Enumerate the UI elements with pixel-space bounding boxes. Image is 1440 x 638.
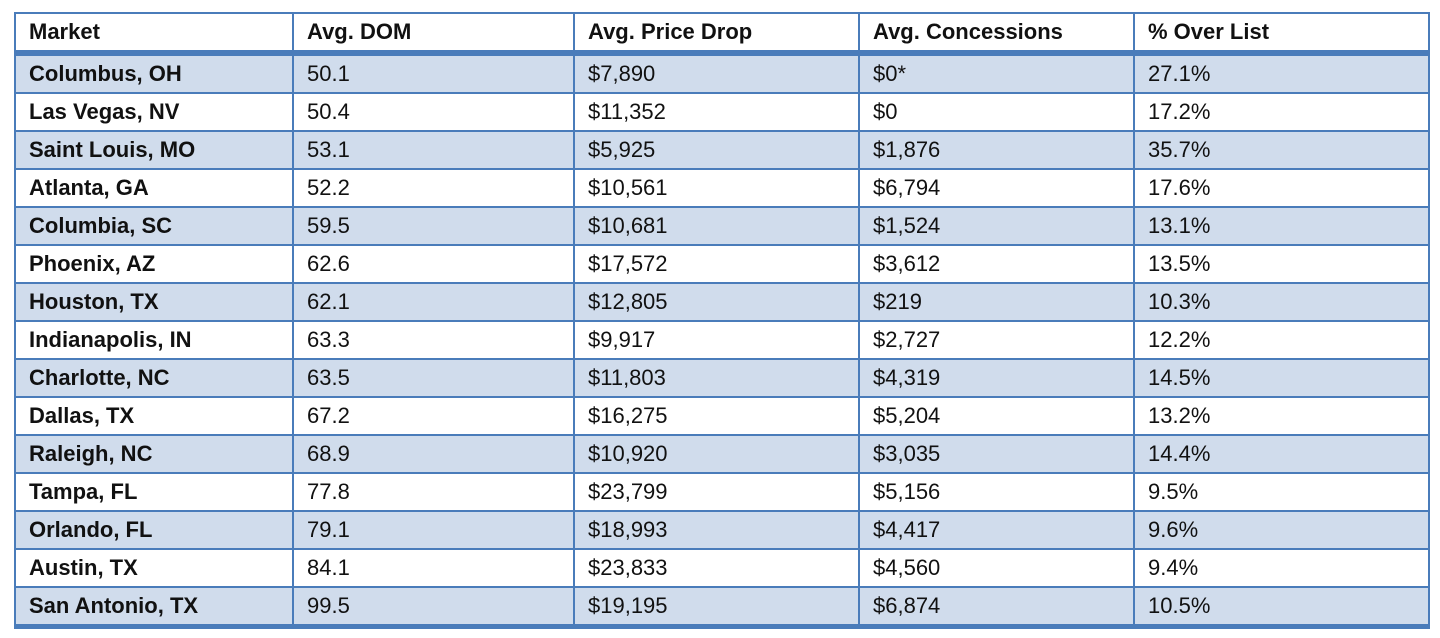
market-cell: Raleigh, NC: [14, 434, 294, 474]
value-cell: 14.5%: [1133, 358, 1430, 398]
table-row: Las Vegas, NV 50.4 $11,352 $0 17.2%: [14, 92, 1430, 132]
value-cell: $6,874: [858, 586, 1135, 629]
value-cell: 63.3: [292, 320, 575, 360]
value-cell: 77.8: [292, 472, 575, 512]
column-header-market: Market: [14, 12, 294, 56]
value-cell: $5,204: [858, 396, 1135, 436]
value-cell: $0*: [858, 52, 1135, 94]
table-header: Market Avg. DOM Avg. Price Drop Avg. Conces…: [14, 12, 1430, 56]
market-cell: Tampa, FL: [14, 472, 294, 512]
market-cell: Orlando, FL: [14, 510, 294, 550]
value-cell: 10.5%: [1133, 586, 1430, 629]
value-cell: 84.1: [292, 548, 575, 588]
market-cell: Charlotte, NC: [14, 358, 294, 398]
value-cell: $16,275: [573, 396, 860, 436]
market-cell: Dallas, TX: [14, 396, 294, 436]
value-cell: $11,352: [573, 92, 860, 132]
table-row: Raleigh, NC 68.9 $10,920 $3,035 14.4%: [14, 434, 1430, 474]
value-cell: $4,417: [858, 510, 1135, 550]
market-cell: Houston, TX: [14, 282, 294, 322]
value-cell: 52.2: [292, 168, 575, 208]
table-row: Houston, TX 62.1 $12,805 $219 10.3%: [14, 282, 1430, 322]
value-cell: 62.6: [292, 244, 575, 284]
value-cell: $3,035: [858, 434, 1135, 474]
value-cell: $18,993: [573, 510, 860, 550]
value-cell: $1,876: [858, 130, 1135, 170]
value-cell: $10,681: [573, 206, 860, 246]
value-cell: 12.2%: [1133, 320, 1430, 360]
market-cell: Saint Louis, MO: [14, 130, 294, 170]
value-cell: 50.1: [292, 52, 575, 94]
market-cell: Las Vegas, NV: [14, 92, 294, 132]
value-cell: $2,727: [858, 320, 1135, 360]
table-row: Charlotte, NC 63.5 $11,803 $4,319 14.5%: [14, 358, 1430, 398]
value-cell: 17.6%: [1133, 168, 1430, 208]
value-cell: $10,920: [573, 434, 860, 474]
value-cell: $5,925: [573, 130, 860, 170]
value-cell: 10.3%: [1133, 282, 1430, 322]
value-cell: 62.1: [292, 282, 575, 322]
value-cell: $17,572: [573, 244, 860, 284]
value-cell: 13.5%: [1133, 244, 1430, 284]
column-header-avg-dom: Avg. DOM: [292, 12, 575, 56]
value-cell: 67.2: [292, 396, 575, 436]
column-header-avg-concessions: Avg. Concessions: [858, 12, 1135, 56]
value-cell: 99.5: [292, 586, 575, 629]
value-cell: 68.9: [292, 434, 575, 474]
value-cell: $4,560: [858, 548, 1135, 588]
header-row: Market Avg. DOM Avg. Price Drop Avg. Conces…: [14, 12, 1430, 56]
value-cell: 59.5: [292, 206, 575, 246]
value-cell: $10,561: [573, 168, 860, 208]
table-row: Atlanta, GA 52.2 $10,561 $6,794 17.6%: [14, 168, 1430, 208]
value-cell: $23,799: [573, 472, 860, 512]
value-cell: 17.2%: [1133, 92, 1430, 132]
table-row: Austin, TX 84.1 $23,833 $4,560 9.4%: [14, 548, 1430, 588]
value-cell: $9,917: [573, 320, 860, 360]
value-cell: 53.1: [292, 130, 575, 170]
value-cell: 9.4%: [1133, 548, 1430, 588]
value-cell: $7,890: [573, 52, 860, 94]
table-row: Indianapolis, IN 63.3 $9,917 $2,727 12.2%: [14, 320, 1430, 360]
column-header-over-list: % Over List: [1133, 12, 1430, 56]
market-cell: Austin, TX: [14, 548, 294, 588]
value-cell: 9.5%: [1133, 472, 1430, 512]
value-cell: $0: [858, 92, 1135, 132]
value-cell: $23,833: [573, 548, 860, 588]
value-cell: 13.2%: [1133, 396, 1430, 436]
column-header-avg-price-drop: Avg. Price Drop: [573, 12, 860, 56]
table-row: Saint Louis, MO 53.1 $5,925 $1,876 35.7%: [14, 130, 1430, 170]
table-row: Columbus, OH 50.1 $7,890 $0* 27.1%: [14, 52, 1430, 94]
table-row: Columbia, SC 59.5 $10,681 $1,524 13.1%: [14, 206, 1430, 246]
value-cell: 79.1: [292, 510, 575, 550]
table-row: Phoenix, AZ 62.6 $17,572 $3,612 13.5%: [14, 244, 1430, 284]
market-cell: Columbus, OH: [14, 52, 294, 94]
table-row: Dallas, TX 67.2 $16,275 $5,204 13.2%: [14, 396, 1430, 436]
value-cell: 50.4: [292, 92, 575, 132]
value-cell: 14.4%: [1133, 434, 1430, 474]
value-cell: 13.1%: [1133, 206, 1430, 246]
value-cell: 27.1%: [1133, 52, 1430, 94]
value-cell: 63.5: [292, 358, 575, 398]
market-table: Market Avg. DOM Avg. Price Drop Avg. Conces…: [14, 12, 1430, 629]
table-row: Tampa, FL 77.8 $23,799 $5,156 9.5%: [14, 472, 1430, 512]
value-cell: 9.6%: [1133, 510, 1430, 550]
value-cell: $12,805: [573, 282, 860, 322]
value-cell: $4,319: [858, 358, 1135, 398]
value-cell: $6,794: [858, 168, 1135, 208]
value-cell: $3,612: [858, 244, 1135, 284]
market-cell: San Antonio, TX: [14, 586, 294, 629]
value-cell: $11,803: [573, 358, 860, 398]
table-row: Orlando, FL 79.1 $18,993 $4,417 9.6%: [14, 510, 1430, 550]
table-row: San Antonio, TX 99.5 $19,195 $6,874 10.5%: [14, 586, 1430, 629]
value-cell: $5,156: [858, 472, 1135, 512]
value-cell: $1,524: [858, 206, 1135, 246]
value-cell: $219: [858, 282, 1135, 322]
market-cell: Indianapolis, IN: [14, 320, 294, 360]
value-cell: $19,195: [573, 586, 860, 629]
value-cell: 35.7%: [1133, 130, 1430, 170]
market-cell: Atlanta, GA: [14, 168, 294, 208]
market-cell: Phoenix, AZ: [14, 244, 294, 284]
table-body: Columbus, OH 50.1 $7,890 $0* 27.1% Las Vegas,…: [14, 52, 1430, 629]
market-cell: Columbia, SC: [14, 206, 294, 246]
